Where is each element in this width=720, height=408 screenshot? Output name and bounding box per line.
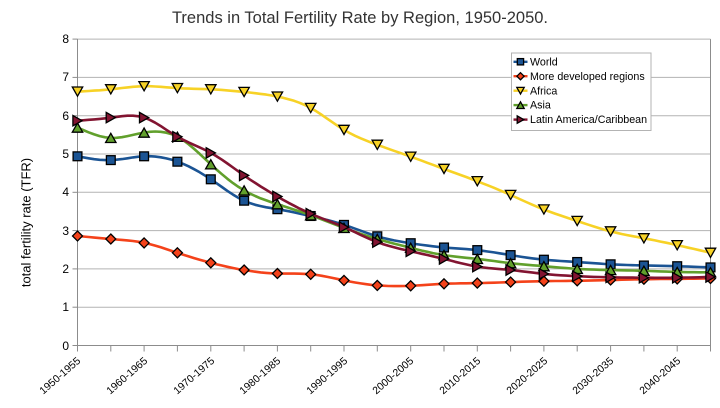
svg-text:Asia: Asia — [530, 100, 551, 112]
svg-text:World: World — [530, 56, 558, 68]
svg-text:Africa: Africa — [530, 85, 557, 97]
svg-text:Latin America/Caribbean: Latin America/Caribbean — [530, 114, 647, 126]
svg-text:More developed regions: More developed regions — [530, 71, 645, 83]
